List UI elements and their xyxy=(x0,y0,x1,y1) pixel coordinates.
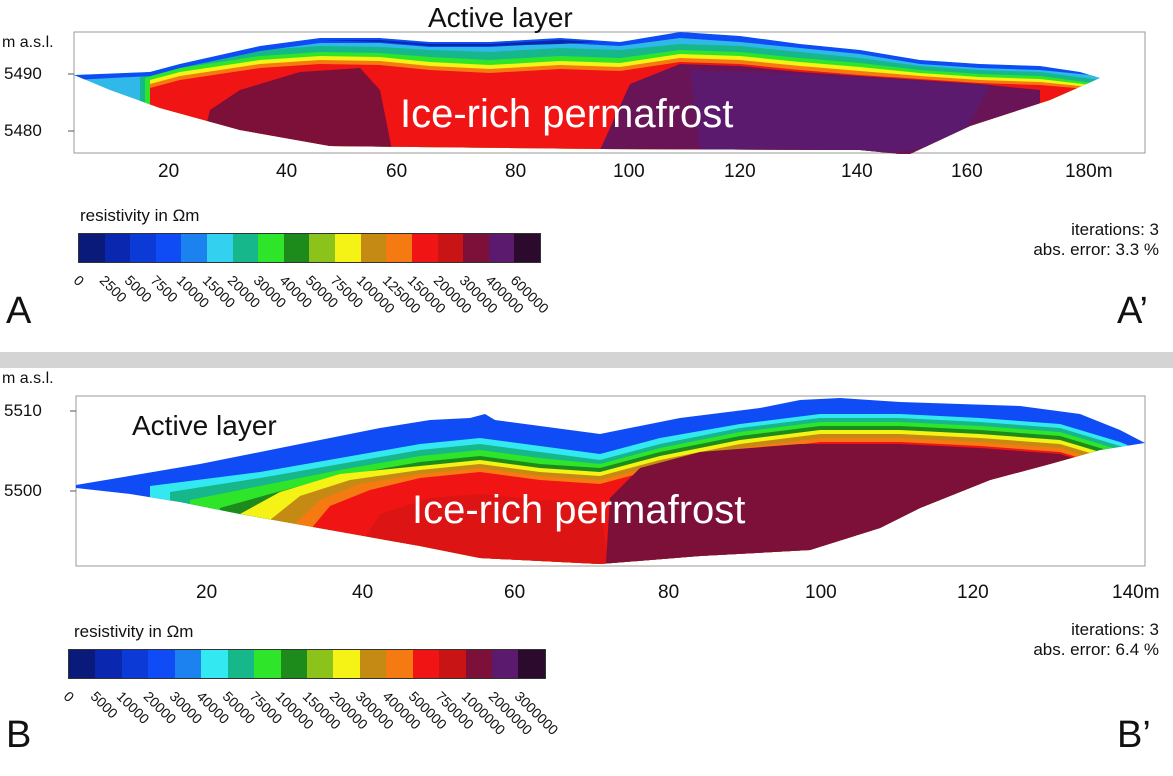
colorbar-swatch xyxy=(201,650,228,678)
x-tick-a-0: 20 xyxy=(158,161,180,182)
resistivity-section-a xyxy=(68,31,1146,154)
y-tick-b-0: 5510 xyxy=(4,401,42,420)
y-tick-a-1: 5480 xyxy=(4,121,42,140)
iterations-a: iterations: 3 xyxy=(1071,220,1159,239)
colorbar-swatch xyxy=(411,234,438,262)
colorbar-swatch xyxy=(465,650,492,678)
profile-end-label-a: A’ xyxy=(1117,290,1148,332)
colorbar-tick-label: 7500 xyxy=(147,272,182,306)
x-tick-b-2: 60 xyxy=(504,582,526,603)
colorbar-ticks-b: 0 5000 10000 20000 30000 40000 50000 75000 10000… xyxy=(61,688,562,758)
x-tick-b-6: 140m xyxy=(1112,582,1160,603)
colorbar-swatch xyxy=(69,650,96,678)
colorbar-swatch xyxy=(155,234,182,262)
x-tick-b-3: 80 xyxy=(658,582,680,603)
legend-title-a: resistivity in Ωm xyxy=(80,206,200,225)
colorbar-swatch xyxy=(95,650,122,678)
colorbar-swatch xyxy=(227,650,255,678)
colorbar-swatch xyxy=(79,234,105,262)
colorbar-swatch xyxy=(335,234,361,262)
colorbar-swatch xyxy=(148,650,175,678)
x-tick-a-6: 140 xyxy=(841,161,873,182)
colorbar-swatch xyxy=(463,234,489,262)
x-tick-a-5: 120 xyxy=(724,161,756,182)
colorbar-swatch xyxy=(492,650,519,678)
colorbar-b xyxy=(68,649,546,679)
x-tick-b-1: 40 xyxy=(352,582,374,603)
colorbar-swatch xyxy=(360,234,387,262)
x-tick-b-4: 100 xyxy=(805,582,837,603)
colorbar-swatch xyxy=(280,650,307,678)
colorbar-swatch xyxy=(437,234,464,262)
colorbar-swatch xyxy=(439,650,466,678)
section-body-a xyxy=(74,32,1100,154)
resistivity-section-b xyxy=(70,395,1146,567)
colorbar-swatch xyxy=(130,234,156,262)
colorbar-swatch xyxy=(283,234,310,262)
colorbar-tick-label: 0 xyxy=(60,688,78,705)
colorbar-tick-label: 5000 xyxy=(122,272,156,306)
colorbar-swatch xyxy=(104,234,131,262)
plot-frame-b xyxy=(75,395,1146,567)
permafrost-label-a: Ice-rich permafrost xyxy=(400,92,734,136)
active-layer-label-a: Active layer xyxy=(428,2,573,33)
y-axis-ticks-a xyxy=(68,73,74,132)
colorbar-swatch xyxy=(181,234,208,262)
profile-end-label-b: B’ xyxy=(1117,714,1151,756)
colorbar-swatch xyxy=(333,650,360,678)
colorbar-swatch xyxy=(412,650,440,678)
permafrost-label-b: Ice-rich permafrost xyxy=(412,488,746,532)
colorbar-tick-label: 5000 xyxy=(87,688,121,722)
active-layer-label-b: Active layer xyxy=(132,410,277,441)
x-tick-b-5: 120 xyxy=(957,582,989,603)
colorbar-swatch xyxy=(121,650,149,678)
x-tick-a-2: 60 xyxy=(386,161,408,182)
panel-separator xyxy=(0,352,1173,368)
colorbar-swatch xyxy=(309,234,336,262)
x-tick-b-0: 20 xyxy=(196,582,218,603)
profile-start-label-a: A xyxy=(6,290,32,332)
stats-a: iterations: 3 abs. error: 3.3 % xyxy=(1033,220,1159,260)
colorbar-swatch xyxy=(386,650,413,678)
panel-b: m a.s.l. 5510 5500 20 40 60 80 100 120 1… xyxy=(0,368,1173,776)
x-tick-a-4: 100 xyxy=(613,161,645,182)
x-tick-a-1: 40 xyxy=(276,161,298,182)
colorbar-ticks-a: 0 2500 5000 7500 10000 15000 20000 30000 40000 50… xyxy=(71,272,553,342)
colorbar-swatch xyxy=(254,650,281,678)
stats-b: iterations: 3 abs. error: 6.4 % xyxy=(1033,620,1159,660)
colorbar-swatch xyxy=(386,234,412,262)
colorbar-swatch xyxy=(306,650,334,678)
y-tick-a-0: 5490 xyxy=(4,64,42,83)
y-axis-ticks-b xyxy=(70,410,76,492)
colorbar-swatch xyxy=(514,234,540,262)
x-tick-a-3: 80 xyxy=(505,161,527,182)
colorbar-swatch xyxy=(232,234,259,262)
colorbar-swatch xyxy=(518,650,545,678)
colorbar-tick-label: 0 xyxy=(70,272,88,289)
colorbar-swatch xyxy=(207,234,233,262)
legend-title-b: resistivity in Ωm xyxy=(74,622,194,641)
x-tick-a-7: 160 xyxy=(951,161,983,182)
abs-error-b: abs. error: 6.4 % xyxy=(1033,640,1159,659)
x-tick-a-8: 180m xyxy=(1065,161,1113,182)
profile-start-label-b: B xyxy=(6,714,32,756)
colorbar-swatch xyxy=(359,650,387,678)
colorbar-swatch xyxy=(174,650,202,678)
colorbar-swatch xyxy=(488,234,515,262)
colorbar-a xyxy=(78,233,541,263)
colorbar-tick-label: 2500 xyxy=(96,272,130,306)
colorbar-swatch xyxy=(258,234,284,262)
y-axis-label-b: m a.s.l. xyxy=(2,370,54,387)
y-tick-b-1: 5500 xyxy=(4,481,42,500)
panel-a: m a.s.l. 5490 5480 20 40 60 80 100 120 1… xyxy=(0,0,1173,352)
abs-error-a: abs. error: 3.3 % xyxy=(1033,240,1159,259)
iterations-b: iterations: 3 xyxy=(1071,620,1159,639)
plot-frame-a xyxy=(73,31,1146,154)
y-axis-label-a: m a.s.l. xyxy=(2,34,54,51)
